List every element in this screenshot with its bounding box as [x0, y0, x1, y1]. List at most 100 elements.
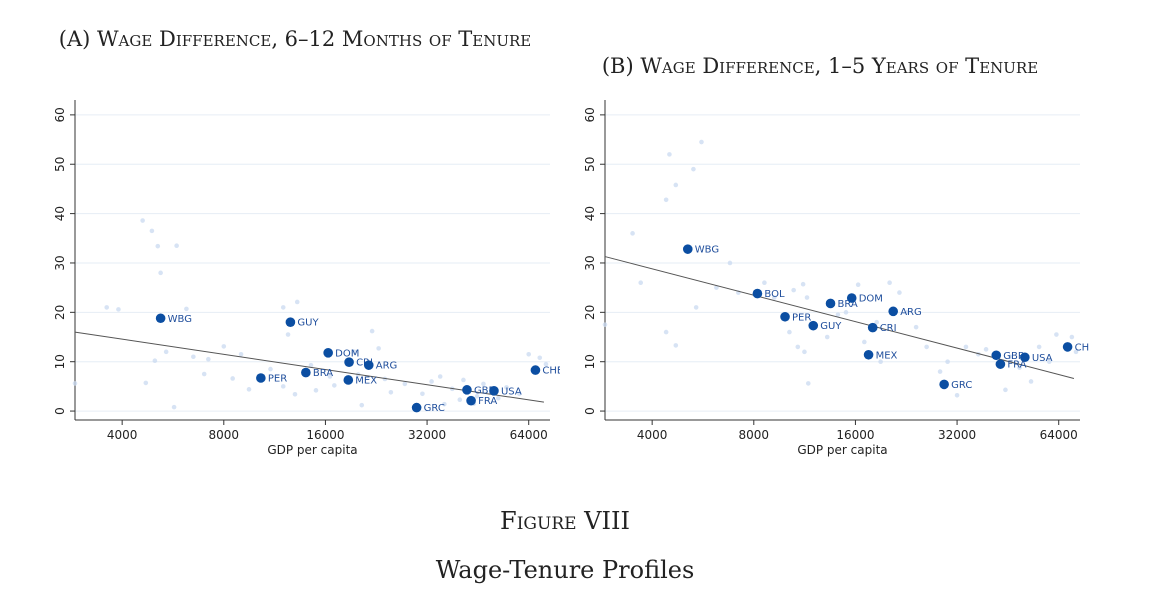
panel-a-background-point [171, 404, 177, 410]
panel-a-point-bra [301, 367, 311, 378]
panel-b-background-point [1054, 332, 1059, 337]
panel-a-y-tick-label: 50 [53, 157, 67, 172]
panel-b-point-label-wbg: WBG [695, 245, 719, 256]
panel-a-x-tick-label: 4000 [107, 428, 138, 442]
panel-a-point-per [256, 373, 266, 383]
panel-b-point-per [780, 311, 790, 322]
panel-a-point-label-usa: USA [501, 386, 522, 397]
panel-b-chart: 0 10 20 30 40 50 60 4000 8000 16000 32000 64000 GDP … [583, 100, 1090, 457]
panel-a-background-point [516, 391, 522, 397]
panel-b-point-label-gbr: GBR [1003, 351, 1025, 362]
panel-b-background-point [673, 182, 679, 188]
panel-b-point-bra [825, 298, 836, 309]
panel-a-background-point [292, 391, 298, 397]
panel-b-x-tick-label: 32000 [938, 428, 976, 442]
panel-b-point-label-che: CHE [1075, 342, 1090, 353]
panel-a-background-point [461, 377, 466, 383]
panel-a-background-point [280, 305, 286, 310]
panel-a-point-fra [466, 395, 476, 406]
panel-b-background-point [874, 319, 880, 325]
panel-a-x-axis-title: GDP per capita [267, 443, 357, 457]
panel-a-point-wbg [155, 313, 166, 324]
panel-b-x-tick-label: 16000 [836, 428, 874, 442]
panel-b-point-usa [1020, 352, 1030, 363]
panel-b-background-point [878, 359, 883, 364]
panel-b-background-point [693, 305, 699, 310]
panel-a-background-point [369, 328, 375, 334]
panel-b-point-che [1062, 342, 1073, 352]
panel-a-background-point [429, 379, 434, 384]
panel-b-background-point [1028, 379, 1034, 384]
panel-a-background-point [174, 243, 179, 248]
panel-a-background-point [481, 381, 486, 387]
panel-a-background-point [376, 346, 381, 351]
panel-a-background-point [72, 381, 78, 386]
panel-a-background-point [268, 366, 273, 372]
panel-a-background-point [504, 385, 509, 390]
panel-a-point-label-che: CHE [542, 366, 560, 377]
panel-a-background-point [158, 270, 163, 276]
panel-b-point-grc [939, 379, 949, 390]
panel-b-y-tick-label: 50 [583, 157, 597, 172]
panel-b-background-point [1017, 365, 1022, 370]
panel-b-background-point [673, 343, 679, 348]
panel-a-background-point [116, 307, 121, 312]
panel-b-background-point [835, 312, 841, 318]
panel-b-background-point [1036, 344, 1042, 350]
panel-a-point-dom [323, 348, 333, 358]
panel-a-background-point [352, 349, 357, 355]
panel-b-y-tick-label: 60 [583, 107, 597, 122]
panel-b-background-point [1003, 387, 1008, 393]
panel-a-x-tick-label: 16000 [306, 428, 344, 442]
panel-a-point-label-mex: MEX [355, 375, 377, 386]
panel-b-background-point [824, 334, 830, 340]
panel-a-background-point [221, 344, 227, 349]
panel-b-point-label-dom: DOM [859, 294, 883, 305]
panel-b-background-point [924, 344, 929, 350]
panel-a-background-point [140, 218, 145, 223]
panel-b-background-point [699, 139, 704, 145]
panel-b-point-label-mex: MEX [876, 350, 898, 361]
panel-b-y-tick-label: 20 [583, 305, 597, 320]
panel-a-point-label-gbr: GBR [474, 385, 496, 396]
panel-b-point-cri [867, 322, 878, 333]
panel-a-background-point [294, 299, 300, 305]
panel-a-background-point [206, 356, 211, 362]
panel-b-background-point [855, 282, 861, 287]
panel-a-chart: 0 10 20 30 40 50 60 4000 8000 16000 32000 64000 GDP … [53, 100, 560, 457]
panel-b-point-label-fra: FRA [1007, 360, 1026, 371]
panel-b-point-guy [808, 320, 819, 331]
panel-a-background-point [526, 351, 532, 357]
panel-a-y-tick-label: 20 [53, 305, 67, 320]
panel-a-point-label-per: PER [268, 373, 287, 384]
panel-b-background-point [983, 347, 989, 352]
panel-a-point-usa [489, 386, 499, 396]
figure-caption: Wage-Tenure Profiles [435, 556, 695, 584]
panel-b-point-dom [846, 293, 857, 303]
panel-b-y-tick-label: 10 [583, 354, 597, 369]
panel-a-background-point [388, 390, 394, 395]
panel-a-background-point [280, 384, 286, 389]
panel-b-x-tick-label: 8000 [739, 428, 770, 442]
panel-b-point-fra [995, 359, 1006, 369]
panel-b-point-label-bra: BRA [838, 299, 858, 310]
panel-b-y-tick-label: 40 [583, 206, 597, 221]
panel-a-point-grc [411, 402, 422, 413]
panel-b-background-point [791, 287, 796, 293]
panel-b-title: (B) Wage Difference, 1–5 Years of Tenure [601, 54, 1039, 78]
panel-b-point-label-usa: USA [1032, 353, 1053, 364]
panel-b-x-tick-label: 4000 [637, 428, 668, 442]
panel-b-background-point [897, 290, 902, 295]
panel-b-background-point [804, 295, 810, 300]
panel-a-background-point [327, 374, 333, 379]
panel-b-point-label-guy: GUY [820, 321, 842, 332]
panel-b-point-label-per: PER [792, 312, 811, 323]
panel-b-y-tick-label: 30 [583, 255, 597, 270]
panel-a-background-point [474, 393, 480, 399]
panel-b-background-point [691, 166, 696, 172]
panel-a-background-point [359, 402, 365, 408]
panel-b-background-point [630, 231, 635, 236]
panel-a-background-point [437, 374, 443, 379]
panel-b-point-arg [888, 306, 898, 317]
panel-a-background-point [495, 395, 501, 401]
